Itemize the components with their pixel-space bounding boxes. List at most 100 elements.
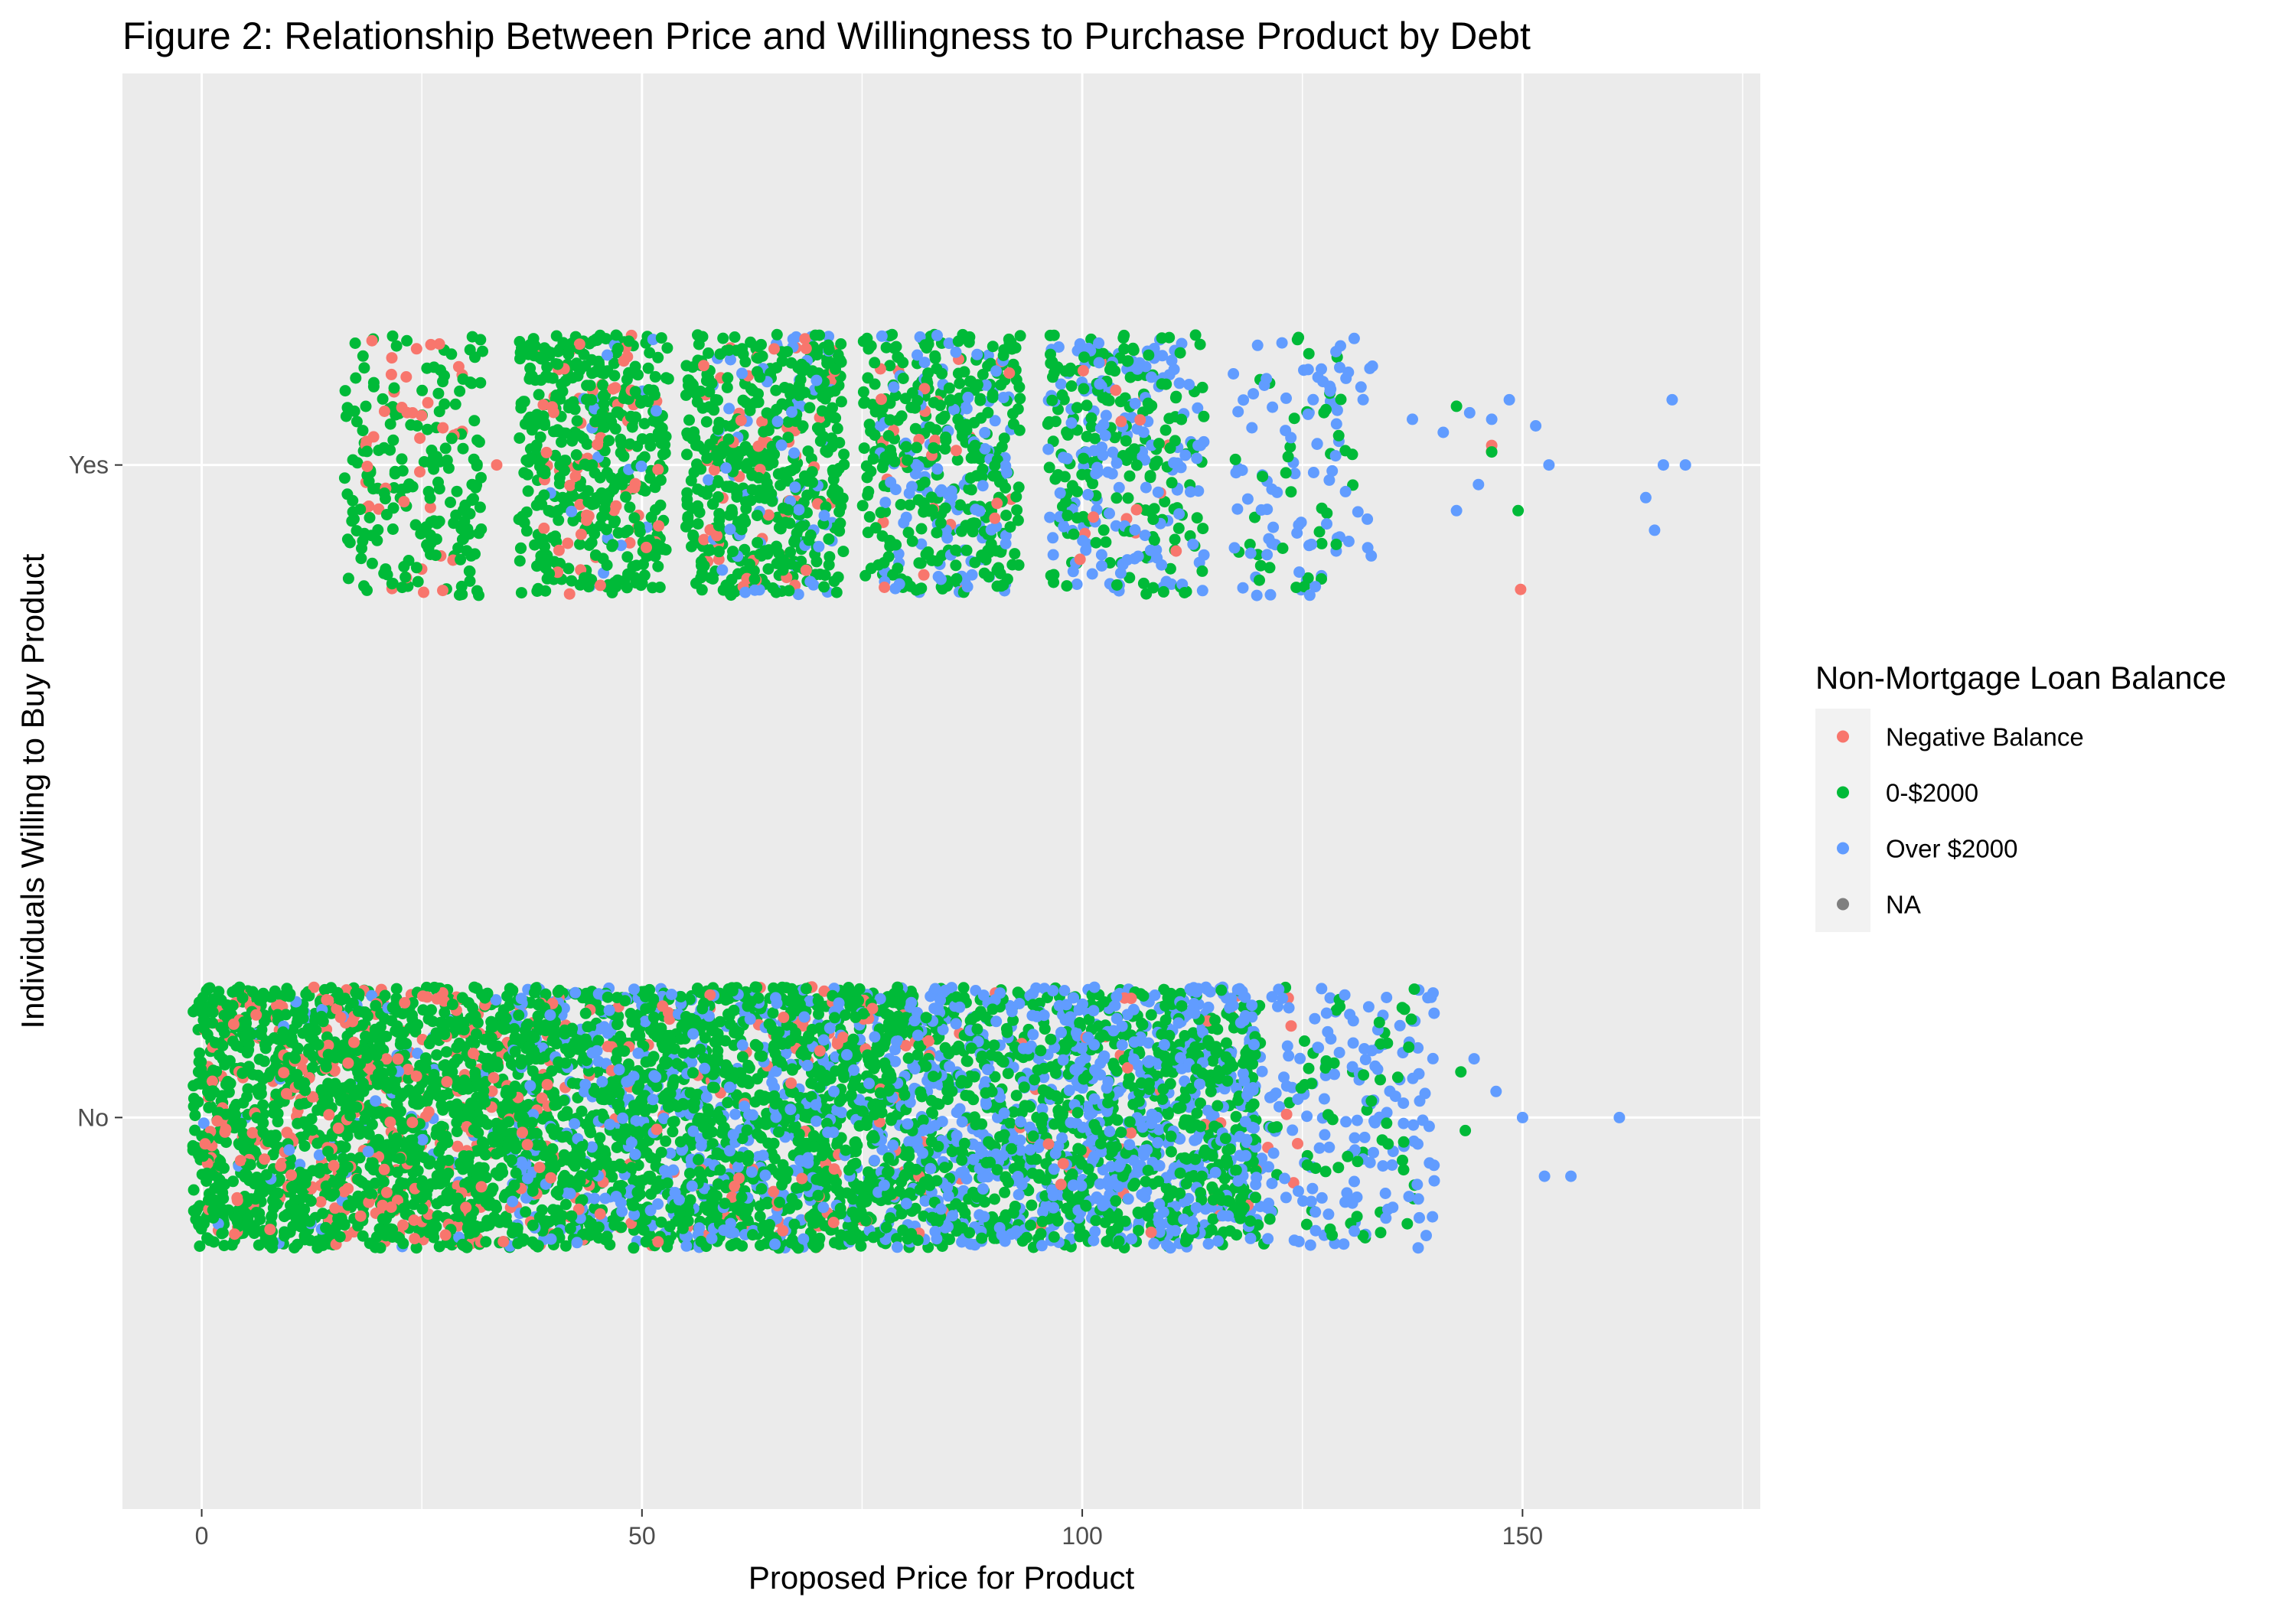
point-over-2000 <box>1266 1178 1278 1189</box>
point-over-2000 <box>1166 578 1178 590</box>
point-0-2000 <box>1137 577 1150 589</box>
point-over-2000 <box>1169 1224 1182 1237</box>
point-over-2000 <box>1307 393 1319 406</box>
point-0-2000 <box>691 983 703 994</box>
point-0-2000 <box>358 362 370 374</box>
point-negative-balance <box>923 1035 935 1047</box>
point-over-2000 <box>1347 1015 1359 1027</box>
point-over-2000 <box>1381 1107 1393 1119</box>
point-0-2000 <box>982 406 994 419</box>
point-over-2000 <box>1294 1052 1306 1064</box>
point-over-2000 <box>1127 1003 1140 1015</box>
point-0-2000 <box>366 557 378 569</box>
point-0-2000 <box>473 589 484 601</box>
point-0-2000 <box>960 544 973 556</box>
point-0-2000 <box>1049 473 1062 485</box>
point-0-2000 <box>339 385 351 397</box>
point-over-2000 <box>1412 1242 1424 1254</box>
point-over-2000 <box>1289 468 1301 480</box>
point-0-2000 <box>1455 1066 1467 1078</box>
point-0-2000 <box>412 575 424 588</box>
point-0-2000 <box>1109 432 1121 444</box>
point-negative-balance <box>785 1077 797 1089</box>
point-0-2000 <box>856 500 869 512</box>
point-over-2000 <box>1104 507 1115 520</box>
point-0-2000 <box>1196 565 1208 577</box>
point-over-2000 <box>1428 1175 1440 1187</box>
point-0-2000 <box>837 546 850 558</box>
point-over-2000 <box>569 986 582 999</box>
point-0-2000 <box>1373 1016 1385 1028</box>
point-over-2000 <box>1263 533 1275 545</box>
point-0-2000 <box>823 533 835 545</box>
point-0-2000 <box>1085 421 1097 433</box>
point-0-2000 <box>553 471 566 484</box>
point-0-2000 <box>528 986 540 999</box>
point-over-2000 <box>1407 1135 1420 1147</box>
point-0-2000 <box>390 340 403 352</box>
point-0-2000 <box>667 1126 679 1138</box>
point-0-2000 <box>369 1023 381 1035</box>
point-0-2000 <box>692 518 704 530</box>
point-over-2000 <box>1196 585 1208 597</box>
point-0-2000 <box>270 1088 282 1100</box>
point-0-2000 <box>1085 412 1097 424</box>
point-over-2000 <box>1280 1191 1292 1204</box>
point-0-2000 <box>601 467 613 478</box>
point-0-2000 <box>432 387 445 399</box>
point-over-2000 <box>1340 372 1352 384</box>
point-over-2000 <box>1113 481 1125 494</box>
point-0-2000 <box>1100 536 1112 548</box>
point-0-2000 <box>441 1188 453 1200</box>
point-over-2000 <box>1287 1124 1299 1136</box>
point-0-2000 <box>1090 1214 1102 1227</box>
point-0-2000 <box>965 484 977 496</box>
point-0-2000 <box>1172 522 1185 534</box>
point-0-2000 <box>1148 534 1160 546</box>
point-0-2000 <box>999 1186 1011 1198</box>
point-0-2000 <box>357 350 369 362</box>
point-0-2000 <box>620 491 632 503</box>
point-0-2000 <box>440 1046 452 1058</box>
point-negative-balance <box>698 360 709 372</box>
point-0-2000 <box>701 488 713 500</box>
point-over-2000 <box>1490 1085 1502 1097</box>
point-over-2000 <box>1468 1053 1480 1065</box>
point-0-2000 <box>1316 537 1328 549</box>
point-0-2000 <box>1039 1023 1051 1035</box>
point-0-2000 <box>835 396 847 408</box>
point-0-2000 <box>810 556 823 568</box>
point-over-2000 <box>1096 560 1107 572</box>
point-over-2000 <box>1185 486 1196 498</box>
point-over-2000 <box>729 1108 742 1120</box>
point-over-2000 <box>1329 450 1342 462</box>
point-over-2000 <box>1411 1178 1424 1191</box>
point-over-2000 <box>1613 1111 1626 1123</box>
point-over-2000 <box>1325 1033 1337 1045</box>
point-0-2000 <box>943 382 955 394</box>
point-0-2000 <box>1127 342 1139 354</box>
point-0-2000 <box>1319 1165 1332 1178</box>
point-over-2000 <box>1161 1239 1172 1251</box>
point-0-2000 <box>606 586 618 598</box>
point-negative-balance <box>918 569 930 581</box>
point-0-2000 <box>601 559 613 571</box>
point-0-2000 <box>1197 523 1209 535</box>
point-0-2000 <box>431 1049 443 1061</box>
point-over-2000 <box>1309 1206 1322 1218</box>
point-over-2000 <box>888 381 900 393</box>
point-0-2000 <box>1397 1136 1410 1148</box>
point-over-2000 <box>1168 363 1180 376</box>
point-over-2000 <box>879 497 892 509</box>
point-over-2000 <box>1323 1141 1336 1153</box>
point-0-2000 <box>1074 1231 1086 1243</box>
point-over-2000 <box>1420 1230 1432 1242</box>
point-over-2000 <box>1107 446 1119 458</box>
point-negative-balance <box>378 406 390 417</box>
point-over-2000 <box>1486 413 1498 425</box>
minor-gridlines <box>421 73 1743 1509</box>
point-0-2000 <box>721 381 733 393</box>
point-over-2000 <box>1083 1109 1095 1121</box>
point-0-2000 <box>1124 470 1136 482</box>
point-0-2000 <box>338 472 351 484</box>
